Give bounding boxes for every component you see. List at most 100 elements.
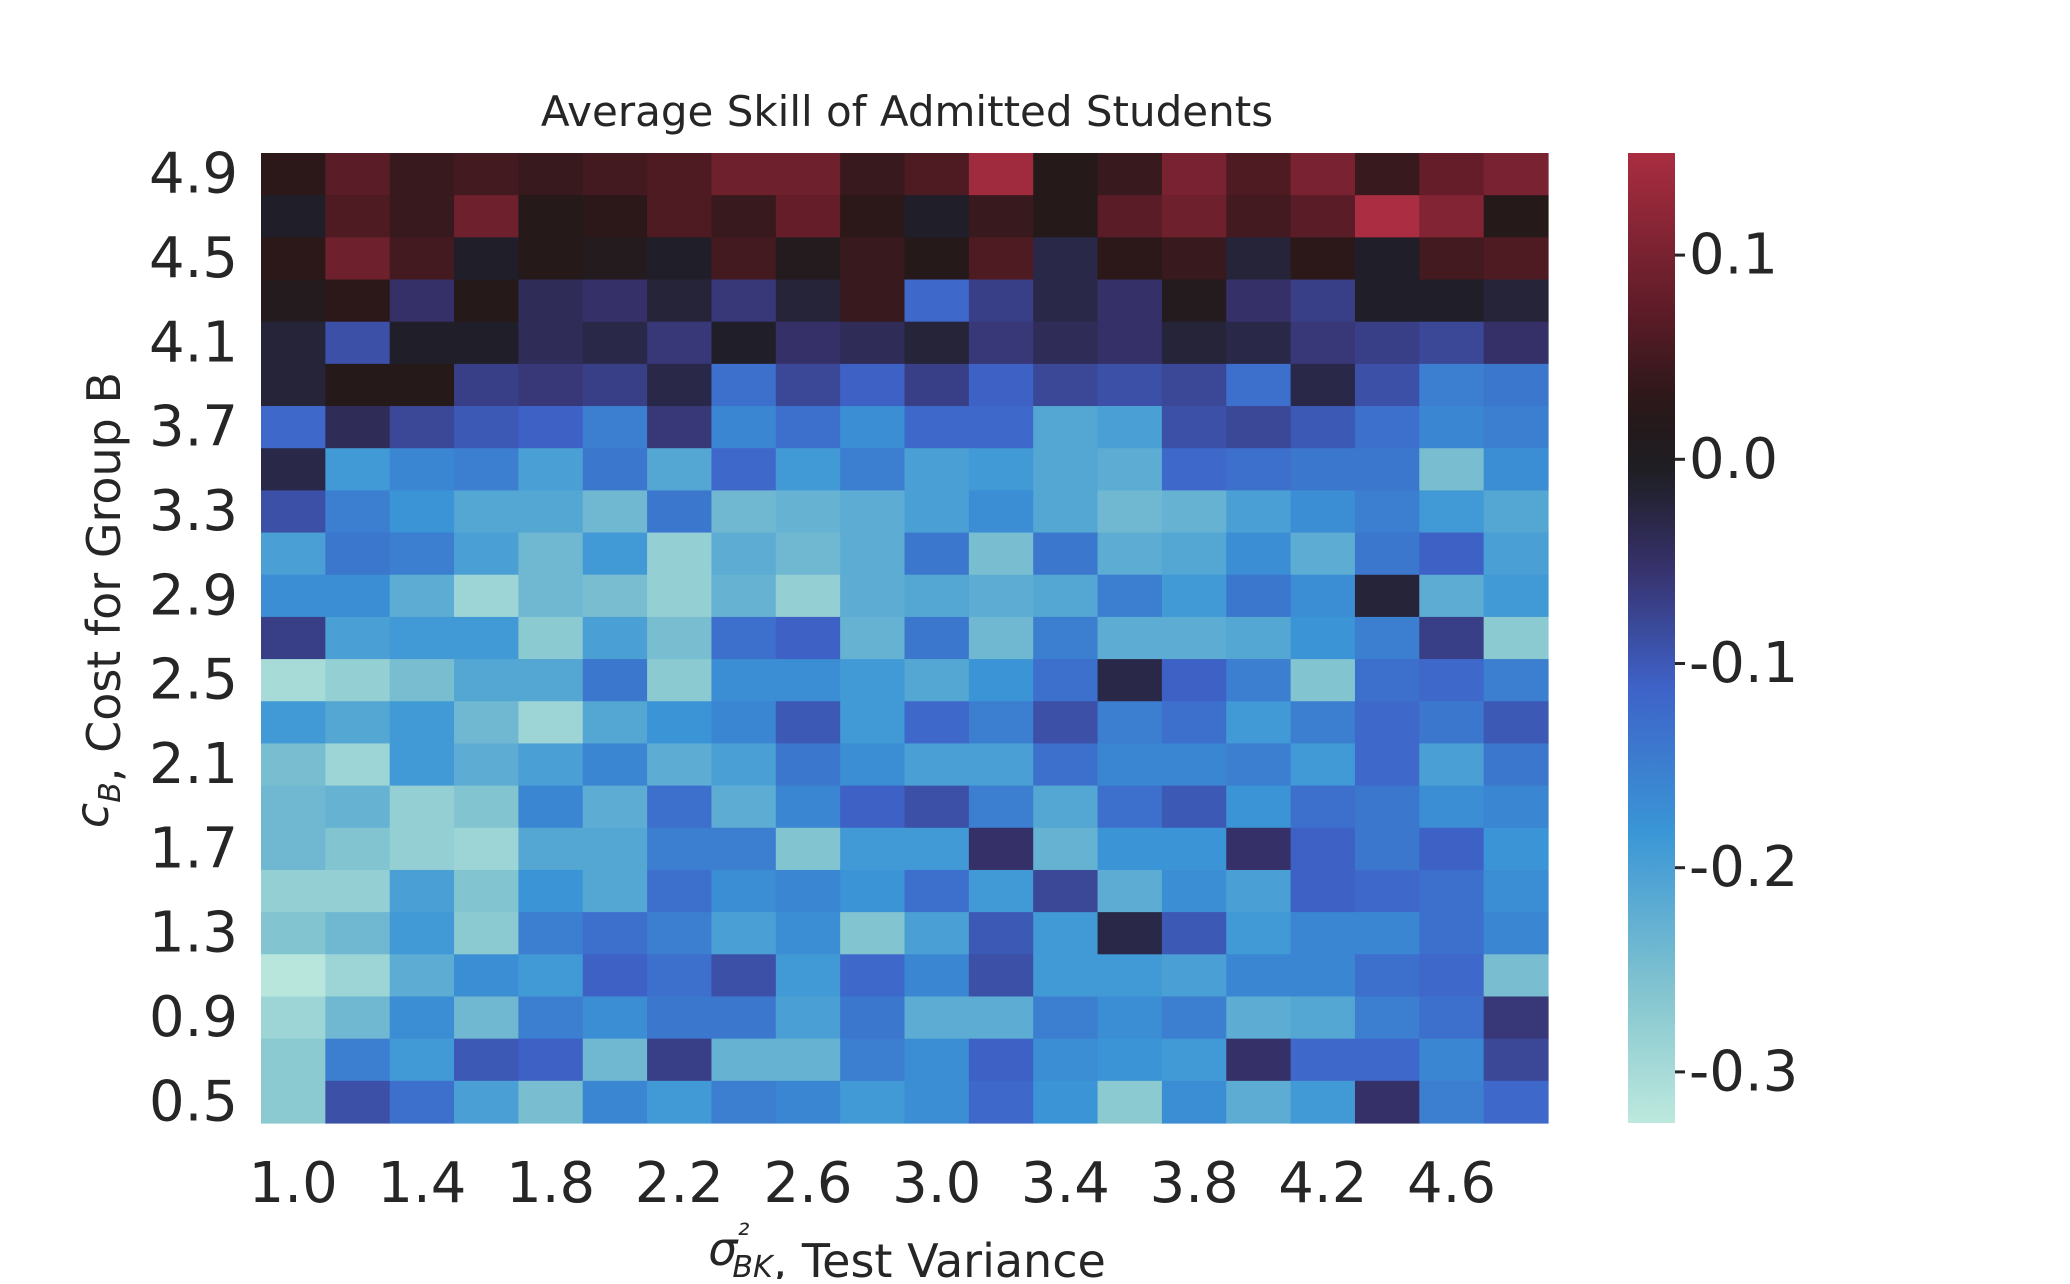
heatmap-cell	[904, 785, 970, 829]
heatmap-cell	[775, 912, 841, 955]
heatmap-cell	[1161, 869, 1227, 913]
heatmap-cell	[1097, 954, 1163, 998]
heatmap-cell	[1354, 490, 1420, 534]
heatmap-cell	[325, 490, 391, 534]
heatmap-cell	[1354, 1038, 1420, 1082]
heatmap-cell	[261, 869, 326, 913]
heatmap-cell	[389, 701, 455, 745]
heatmap-cell	[1161, 321, 1227, 365]
heatmap-cell	[1419, 490, 1485, 534]
heatmap-cell	[325, 574, 391, 618]
heatmap-cell	[518, 912, 584, 955]
heatmap-cell	[1226, 363, 1292, 407]
heatmap-cell	[1161, 912, 1227, 955]
heatmap-cell	[325, 363, 391, 407]
heatmap-cell	[647, 996, 713, 1040]
heatmap-cell	[1419, 195, 1485, 238]
heatmap-cell	[389, 996, 455, 1040]
heatmap-cell	[1097, 743, 1163, 787]
heatmap-cell	[968, 616, 1034, 660]
heatmap-cell	[389, 490, 455, 534]
heatmap-cell	[1097, 1080, 1163, 1124]
heatmap-cell	[389, 448, 455, 491]
heatmap-cell	[1483, 869, 1549, 913]
heatmap-cell	[1033, 743, 1099, 787]
heatmap-cell	[389, 954, 455, 998]
heatmap-cell	[1419, 827, 1485, 871]
heatmap-cell	[775, 195, 841, 238]
heatmap-cell	[454, 448, 519, 491]
heatmap-cell	[711, 321, 777, 365]
heatmap-cell	[1290, 785, 1356, 829]
heatmap-cell	[968, 490, 1034, 534]
heatmap-cell	[518, 1038, 584, 1082]
heatmap-cell	[1419, 448, 1485, 491]
heatmap-cell	[518, 701, 584, 745]
heatmap-cell	[1419, 785, 1485, 829]
heatmap-cell	[1483, 996, 1549, 1040]
heatmap-cell	[582, 954, 648, 998]
heatmap-cell	[1290, 195, 1356, 238]
heatmap-cell	[261, 574, 326, 618]
heatmap-cell	[582, 321, 648, 365]
heatmap-cell	[1290, 1080, 1356, 1124]
heatmap-cell	[968, 237, 1034, 281]
heatmap-cell	[840, 912, 906, 955]
heatmap-cell	[968, 996, 1034, 1040]
heatmap-cell	[1419, 279, 1485, 323]
heatmap-cell	[968, 659, 1034, 702]
colorbar-tick-label: -0.2	[1689, 835, 1798, 900]
heatmap-cell	[454, 954, 519, 998]
heatmap-cell	[1354, 743, 1420, 787]
heatmap-cell	[1290, 912, 1356, 955]
heatmap-cell	[1161, 406, 1227, 449]
heatmap-cell	[1290, 869, 1356, 913]
heatmap-cell	[711, 279, 777, 323]
heatmap-cell	[1226, 1080, 1292, 1124]
heatmap-cell	[582, 869, 648, 913]
heatmap-cell	[1419, 363, 1485, 407]
y-tick-label: 2.5	[149, 648, 238, 713]
heatmap-cell	[582, 490, 648, 534]
heatmap-cell	[518, 954, 584, 998]
heatmap-cell	[775, 153, 841, 196]
heatmap-cell	[1226, 912, 1292, 955]
heatmap-cell	[325, 996, 391, 1040]
heatmap-cell	[582, 827, 648, 871]
heatmap-cell	[840, 237, 906, 281]
heatmap-cell	[1354, 701, 1420, 745]
y-tick-label: 1.3	[149, 901, 238, 966]
heatmap-cell	[775, 1038, 841, 1082]
heatmap-cell	[325, 1080, 391, 1124]
heatmap-cell	[261, 743, 326, 787]
heatmap-cell	[904, 448, 970, 491]
heatmap-cell	[325, 659, 391, 702]
heatmap-cell	[261, 827, 326, 871]
heatmap-cell	[711, 406, 777, 449]
heatmap-cell	[1033, 827, 1099, 871]
heatmap-cell	[261, 448, 326, 491]
heatmap-cell	[647, 954, 713, 998]
heatmap-cell	[1161, 659, 1227, 702]
heatmap-cell	[1290, 743, 1356, 787]
heatmap-cell	[904, 406, 970, 449]
heatmap-cell	[1161, 954, 1227, 998]
heatmap-cell	[1483, 153, 1549, 196]
heatmap-cell	[1290, 996, 1356, 1040]
heatmap-cell	[647, 153, 713, 196]
heatmap-cell	[454, 279, 519, 323]
heatmap-cell	[1226, 869, 1292, 913]
heatmap-cell	[325, 1038, 391, 1082]
heatmap-cell	[389, 406, 455, 449]
heatmap-cell	[1226, 616, 1292, 660]
heatmap-cell	[1033, 532, 1099, 576]
heatmap-cell	[711, 954, 777, 998]
heatmap-cell	[261, 659, 326, 702]
heatmap-cell	[518, 406, 584, 449]
heatmap-cell	[647, 363, 713, 407]
heatmap-cell	[1483, 954, 1549, 998]
heatmap-cell	[1226, 237, 1292, 281]
heatmap-cell	[1097, 827, 1163, 871]
heatmap-cell	[261, 701, 326, 745]
heatmap-cell	[711, 363, 777, 407]
